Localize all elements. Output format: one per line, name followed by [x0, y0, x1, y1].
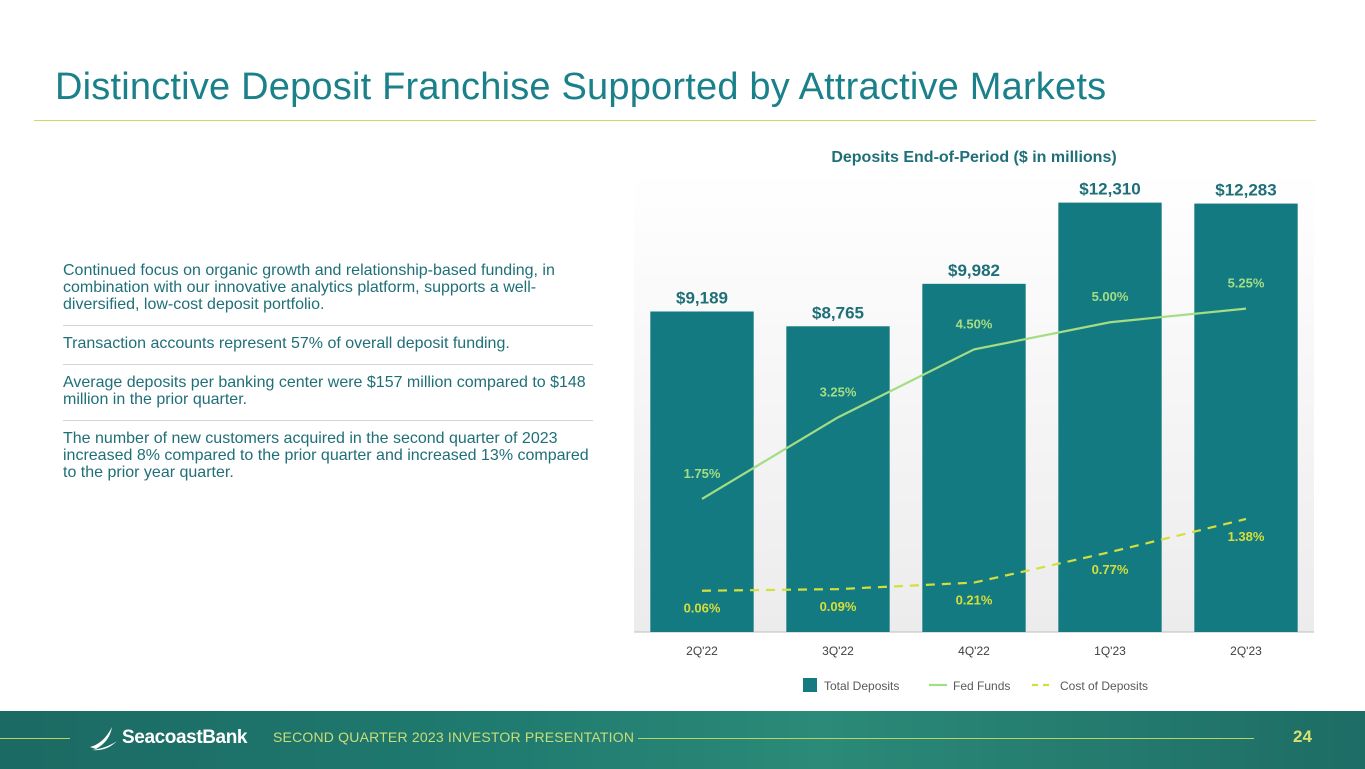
fed-funds-label: 5.25% — [1228, 276, 1265, 291]
x-tick-label: 3Q'22 — [822, 644, 854, 658]
bar-value-label: $9,189 — [676, 288, 728, 307]
footer-rule — [0, 738, 70, 739]
x-tick-label: 2Q'22 — [686, 644, 718, 658]
fed-funds-label: 5.00% — [1092, 289, 1129, 304]
cost-of-deposits-label: 0.06% — [684, 601, 721, 616]
x-tick-label: 1Q'23 — [1094, 644, 1126, 658]
bar-total-deposits — [786, 326, 890, 632]
footer-presentation-title: SECOND QUARTER 2023 INVESTOR PRESENTATIO… — [273, 729, 635, 745]
bullet-item: Continued focus on organic growth and re… — [63, 262, 593, 326]
page-title: Distinctive Deposit Franchise Supported … — [55, 66, 1107, 108]
fed-funds-label: 1.75% — [684, 466, 721, 481]
title-divider — [34, 120, 1316, 121]
bar-value-label: $9,982 — [948, 261, 1000, 280]
logo-text: SeacoastBank — [122, 727, 248, 748]
bar-total-deposits — [650, 311, 754, 632]
cost-of-deposits-label: 0.09% — [820, 599, 857, 614]
footer-rule — [638, 738, 1254, 739]
legend-label-cost-of-deposits: Cost of Deposits — [1060, 679, 1148, 693]
cost-of-deposits-label: 1.38% — [1228, 529, 1265, 544]
cost-of-deposits-line — [701, 517, 1247, 592]
page-number: 24 — [1293, 727, 1312, 746]
fed-funds-line — [701, 307, 1247, 500]
cost-of-deposits-label: 0.77% — [1092, 562, 1129, 577]
legend-label-fed-funds: Fed Funds — [953, 679, 1010, 693]
seacoast-logo: SeacoastBank — [88, 723, 248, 753]
sail-icon — [90, 727, 117, 751]
bullet-item: The number of new customers acquired in … — [63, 430, 589, 481]
bullet-item: Transaction accounts represent 57% of ov… — [63, 335, 593, 365]
bullet-list: Continued focus on organic growth and re… — [63, 262, 593, 502]
bar-value-label: $8,765 — [812, 303, 864, 322]
bar-total-deposits — [922, 283, 1026, 632]
x-tick-label: 4Q'22 — [958, 644, 990, 658]
chart-legend: Total Deposits Fed Funds Cost of Deposits — [803, 678, 1148, 693]
bar-total-deposits — [1194, 203, 1298, 632]
fed-funds-label: 3.25% — [820, 384, 857, 399]
cost-of-deposits-label: 0.21% — [956, 593, 993, 608]
legend-swatch-total-deposits — [803, 678, 817, 692]
footer-bar: SeacoastBank SECOND QUARTER 2023 INVESTO… — [0, 711, 1365, 769]
fed-funds-label: 4.50% — [956, 316, 993, 331]
bar-value-label: $12,310 — [1079, 180, 1140, 199]
bar-value-label: $12,283 — [1215, 181, 1276, 200]
chart-title: Deposits End-of-Period ($ in millions) — [831, 149, 1117, 166]
x-tick-label: 2Q'23 — [1230, 644, 1262, 658]
legend-label-total-deposits: Total Deposits — [824, 679, 899, 693]
bullet-item: Average deposits per banking center were… — [63, 374, 593, 421]
